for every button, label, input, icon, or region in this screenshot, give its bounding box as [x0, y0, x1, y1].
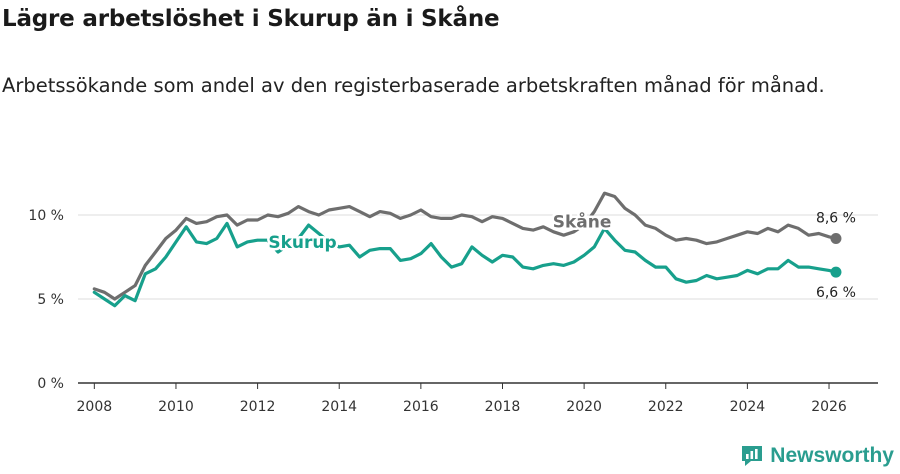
series-name-label: Skurup [268, 233, 336, 253]
newsworthy-logo-icon [742, 446, 763, 466]
x-tick-label: 2018 [485, 399, 521, 415]
y-tick-label: 5 % [37, 292, 64, 308]
chart-subtitle: Arbetssökande som andel av den registerb… [2, 74, 825, 97]
x-tick-label: 2026 [811, 399, 847, 415]
x-tick-label: 2014 [321, 399, 357, 415]
chart-title: Lägre arbetslöshet i Skurup än i Skåne [2, 6, 500, 32]
brand-name: Newsworthy [770, 444, 894, 467]
x-tick-label: 2022 [648, 399, 684, 415]
x-tick-label: 2024 [730, 399, 766, 415]
series-line-skurup [92, 221, 838, 308]
y-tick-label: 10 % [28, 208, 64, 224]
series-endpoint [830, 266, 842, 278]
series-endpoint [830, 233, 842, 245]
series-line-skne [92, 191, 838, 301]
x-tick-label: 2008 [77, 399, 113, 415]
x-tick-label: 2010 [158, 399, 194, 415]
series-end-label: 6,6 % [816, 285, 856, 301]
series-name-label: Skåne [553, 211, 612, 233]
x-tick-label: 2020 [566, 399, 602, 415]
series-end-label: 8,6 % [816, 211, 856, 227]
x-tick-label: 2012 [240, 399, 276, 415]
y-tick-label: 0 % [37, 376, 64, 392]
x-tick-label: 2016 [403, 399, 439, 415]
brand-logo: Newsworthy [740, 444, 894, 468]
